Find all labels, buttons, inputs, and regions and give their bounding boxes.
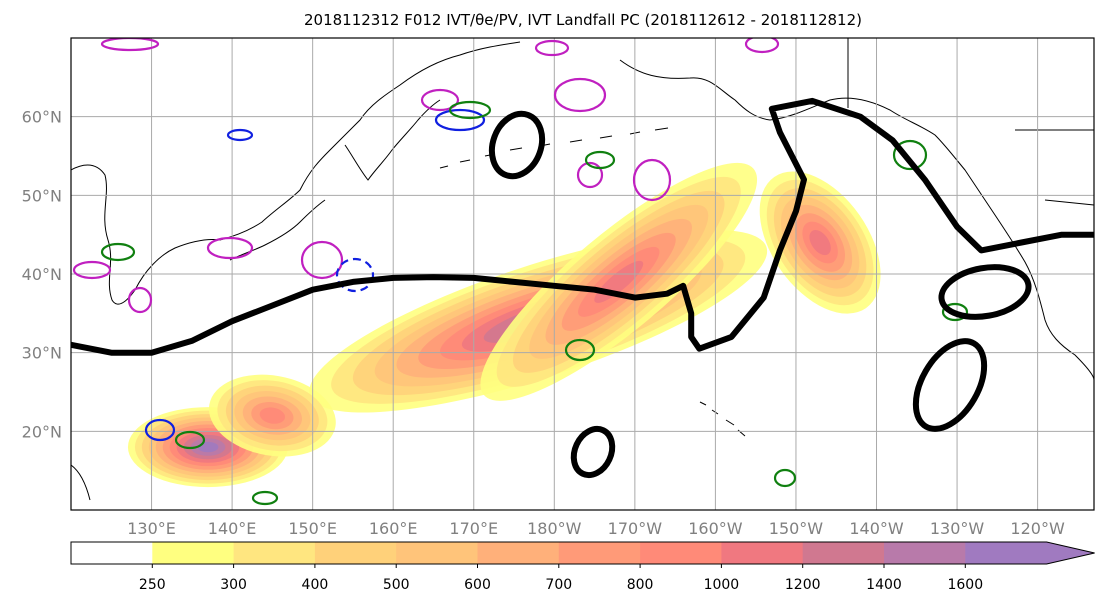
japan-coastline [229,199,326,261]
kamchatka-coastline [344,99,441,181]
colorbar-segment [558,542,641,564]
pv-contour-magenta [420,88,460,112]
theta-contour-blue [335,257,375,293]
lat-tick-label: 40°N [22,265,62,284]
colorbar-segment [640,542,722,564]
lon-tick-label: 150°E [288,519,337,538]
colorbar-tick-label: 600 [464,577,491,593]
latitude-tick-labels: 20°N 30°N 40°N 50°N 60°N [22,108,62,442]
lon-tick-label: 130°E [127,519,176,538]
theta-contour-green [941,302,969,322]
map-plot-area [71,38,1094,510]
colorbar-segment [802,542,885,564]
landfall-pc-closed-contour [570,425,616,479]
lon-tick-label: 140°W [849,519,904,538]
north-america-border [847,38,1094,206]
map-frame [70,37,1095,511]
lon-tick-label: 170°E [449,519,498,538]
longitude-tick-labels: 130°E 140°E 150°E 160°E 170°E 180°W 170°W 160°W… [127,519,1065,538]
colorbar-extend-arrow [1045,542,1095,564]
colorbar-tick-label: 300 [220,577,247,593]
lon-tick-label: 140°E [208,519,257,538]
colorbar-tick-label: 700 [545,577,572,593]
colorbar-segment [233,542,316,564]
pv-contour-magenta [127,286,153,314]
landfall-pc-closed-contour [488,110,546,180]
chart-title: 2018112312 F012 IVT/θe/PV, IVT Landfall … [304,11,862,29]
lon-tick-label: 160°W [688,519,743,538]
colorbar-tick-label: 800 [627,577,654,593]
theta-contour-blue [434,108,486,132]
landfall-pc-closed-contour [912,338,988,432]
pv-contour-magenta [100,38,160,52]
colorbar-tick-label: 1600 [947,577,983,593]
theta-contour-green [584,150,616,170]
colorbar-segment [396,542,478,564]
colorbar-tick-label: 1200 [785,577,821,593]
alaska-coastline [619,59,1094,381]
colorbar-tick-label: 400 [302,577,329,593]
theta-contour-green [100,242,136,262]
ivt-level-band [259,407,286,424]
colorbar-segment [721,542,804,564]
colorbar-segment [884,542,966,564]
lon-tick-label: 160°E [369,519,418,538]
pv-contour-magenta [576,161,604,189]
theta-contour-green [251,490,279,506]
lon-tick-label: 170°W [608,519,663,538]
theta-contour-blue [144,418,176,442]
pv-contour-magenta [72,260,112,280]
colorbar-segment [965,542,1048,564]
colorbar-tick-label: 1000 [704,577,740,593]
theta-contour-green [773,468,797,488]
colorbar-segment [477,542,560,564]
theta-contour-green [448,100,492,120]
theta-contour-green [564,338,596,362]
asia-coastline [71,41,521,501]
colorbar-segment [152,542,235,564]
theta-pv-contours [72,38,969,506]
graticule [71,38,1094,510]
pv-contour-magenta [206,236,254,260]
lon-tick-label: 150°W [769,519,824,538]
landfall-pc-main-contour [71,97,1094,356]
colorbar-tick-label: 500 [383,577,410,593]
ivt-colorbar: 250 300 400 500 600 700 800 1000 1200 1400 1600 [70,541,1095,593]
lat-tick-label: 20°N [22,422,62,441]
landfall-pc-closed-contour [938,264,1032,320]
pv-contour-magenta [553,77,607,113]
pv-contour-magenta [534,39,570,57]
ivt-level-band [197,441,219,453]
colorbar-segment [314,542,397,564]
pv-contour-magenta [744,38,780,54]
ivt-maximum [480,162,758,401]
colorbar-segment-below [71,542,153,564]
landfall-pc-contours [71,97,1094,479]
lat-tick-label: 30°N [22,344,62,363]
ivt-level-band [809,229,831,256]
lon-tick-label: 130°W [930,519,985,538]
theta-contour-green [174,430,206,450]
lat-tick-label: 60°N [22,108,62,127]
pv-contour-magenta [632,158,672,202]
ivt-maximum [208,374,336,457]
colorbar-tick-label: 1400 [866,577,902,593]
lat-tick-label: 50°N [22,186,62,205]
pv-contour-magenta [300,240,344,280]
lon-tick-label: 180°W [527,519,582,538]
lon-tick-label: 120°W [1010,519,1065,538]
colorbar-tick-label: 250 [139,577,166,593]
theta-contour-blue [226,128,254,142]
theta-contour-green [892,139,928,171]
